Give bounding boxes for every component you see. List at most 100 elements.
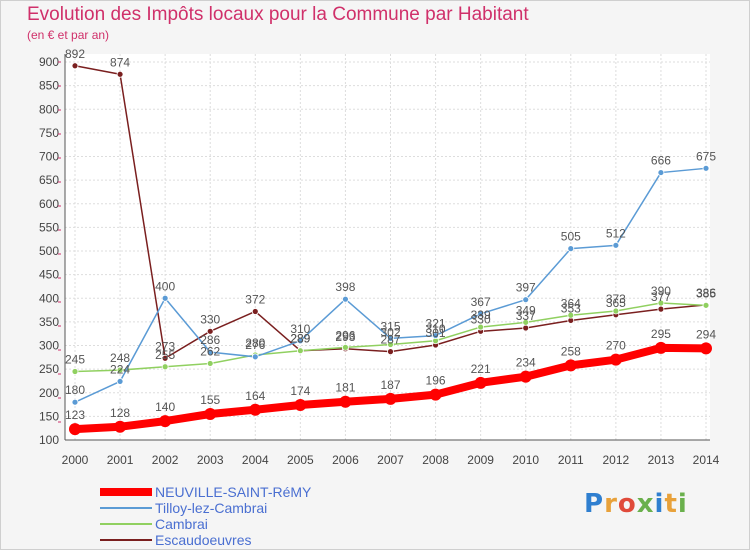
data-label: 505 — [561, 230, 581, 244]
data-point — [657, 169, 665, 176]
y-tick-label: 500 — [39, 244, 59, 258]
data-point — [567, 311, 575, 319]
x-tick-label: 2008 — [422, 453, 449, 467]
data-label: 258 — [561, 344, 581, 358]
data-label: 330 — [471, 312, 491, 326]
data-point — [294, 399, 307, 412]
data-point — [251, 308, 259, 315]
data-label: 270 — [606, 339, 626, 353]
y-tick-label: 600 — [39, 197, 59, 211]
legend-swatch — [100, 539, 152, 541]
data-label: 187 — [380, 378, 400, 392]
data-point — [654, 341, 667, 354]
proxiti-logo: Proxiti — [584, 489, 688, 519]
data-label: 310 — [290, 322, 310, 336]
legend-swatch — [100, 488, 152, 496]
legend-label: Cambrai — [155, 516, 208, 532]
x-tick-label: 2014 — [693, 453, 720, 467]
data-point — [342, 295, 349, 303]
data-label: 255 — [155, 348, 175, 362]
data-point — [567, 245, 575, 253]
logo-letter: o — [617, 489, 637, 519]
data-label: 174 — [290, 384, 310, 398]
chart-legend: NEUVILLE-SAINT-RéMY Tilloy-lez-Cambrai Cam… — [100, 484, 360, 548]
x-tick-label: 2003 — [197, 453, 224, 467]
x-tick-label: 2006 — [332, 453, 359, 467]
x-tick-label: 2005 — [287, 453, 314, 467]
data-label: 372 — [245, 292, 265, 306]
y-tick-label: 400 — [39, 291, 59, 305]
data-point — [71, 398, 79, 406]
data-label: 180 — [65, 383, 85, 397]
data-label: 295 — [651, 327, 671, 341]
data-point — [387, 335, 394, 342]
data-label: 123 — [65, 408, 85, 422]
legend-item: Escaudoeuvres — [100, 532, 360, 548]
x-tick-label: 2013 — [648, 453, 675, 467]
data-point — [564, 359, 577, 372]
data-point — [114, 420, 127, 433]
data-point — [116, 70, 124, 78]
y-tick-label: 850 — [39, 79, 59, 93]
data-label: 874 — [110, 55, 130, 69]
data-point — [387, 348, 394, 356]
y-tick-label: 100 — [39, 433, 59, 447]
line-chart: 100 150 200 250 300 350 400 450 500 550 600 650 700 7… — [39, 47, 720, 467]
y-tick-label: 450 — [39, 268, 59, 282]
x-tick-label: 2004 — [242, 453, 269, 467]
data-label: 373 — [606, 292, 626, 306]
x-tick-label: 2011 — [558, 453, 584, 467]
data-label: 164 — [245, 389, 265, 403]
data-label: 339 — [471, 308, 491, 322]
data-label: 892 — [65, 47, 85, 61]
data-label: 337 — [516, 309, 536, 323]
data-point — [657, 305, 665, 313]
data-point — [206, 348, 214, 356]
data-point — [206, 360, 214, 367]
x-tick-label: 2007 — [377, 453, 404, 467]
data-point — [477, 310, 485, 318]
data-label: 140 — [155, 400, 175, 414]
data-label: 276 — [245, 338, 265, 352]
data-label: 349 — [516, 303, 536, 317]
data-point — [159, 415, 172, 428]
data-label: 234 — [516, 356, 536, 370]
data-label: 302 — [380, 326, 400, 340]
data-point — [700, 342, 712, 355]
legend-swatch — [100, 523, 152, 525]
data-point — [116, 366, 124, 374]
y-tick-label: 150 — [39, 409, 59, 423]
data-label: 273 — [155, 339, 175, 353]
chart-title: Evolution des Impôts locaux pour la Comm… — [27, 4, 529, 25]
logo-letter: P — [584, 489, 605, 519]
data-label: 296 — [335, 328, 355, 342]
legend-item: Cambrai — [100, 516, 360, 532]
x-tick-label: 2010 — [512, 453, 539, 467]
data-label: 377 — [651, 290, 671, 304]
data-label: 400 — [155, 279, 175, 293]
data-label: 289 — [290, 332, 310, 346]
data-label: 262 — [200, 344, 220, 358]
logo-letter: t — [664, 489, 678, 519]
data-point — [206, 327, 214, 335]
y-tick-label: 250 — [39, 362, 59, 376]
data-label: 385 — [696, 286, 716, 300]
data-point — [657, 299, 665, 307]
data-label: 181 — [335, 381, 355, 395]
data-label: 397 — [516, 281, 536, 295]
data-point — [519, 370, 532, 383]
y-tick-label: 200 — [39, 386, 59, 400]
data-point — [116, 378, 124, 385]
y-tick-label: 900 — [39, 55, 59, 69]
data-label: 224 — [110, 362, 130, 376]
legend-item: NEUVILLE-SAINT-RéMY — [100, 484, 360, 500]
legend-label: NEUVILLE-SAINT-RéMY — [155, 484, 312, 500]
legend-label: Tilloy-lez-Cambrai — [155, 500, 268, 516]
data-point — [522, 296, 530, 304]
chart-subtitle: (en € et par an) — [27, 28, 110, 42]
data-label: 386 — [696, 286, 716, 300]
y-tick-label: 350 — [39, 315, 59, 329]
data-point — [204, 408, 217, 421]
logo-letter: r — [604, 489, 618, 519]
data-label: 280 — [245, 336, 265, 350]
